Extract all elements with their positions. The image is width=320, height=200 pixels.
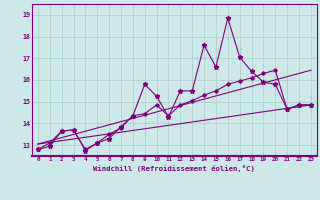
X-axis label: Windchill (Refroidissement éolien,°C): Windchill (Refroidissement éolien,°C) xyxy=(93,165,255,172)
